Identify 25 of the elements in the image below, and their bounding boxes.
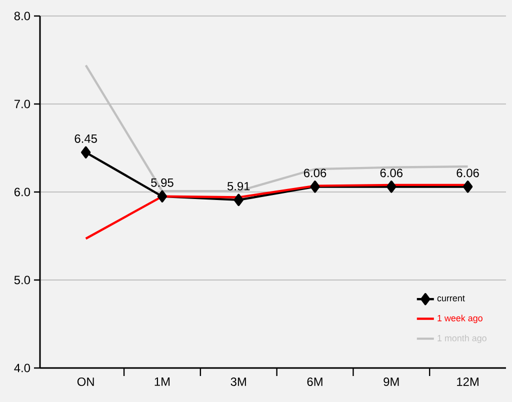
point: [386, 180, 396, 193]
point: [462, 180, 473, 193]
point: [80, 146, 91, 158]
point: [310, 180, 320, 193]
legend-label: current: [437, 295, 465, 302]
x-tick-label: 6M: [307, 378, 322, 386]
y-tick-label: 5.0: [14, 276, 30, 284]
y-tick-label: 8.0: [14, 12, 30, 20]
data-label: 5.95: [151, 178, 174, 187]
y-tick-label: 4.0: [14, 364, 30, 372]
data-label: 5.91: [227, 182, 250, 190]
x-tick-label: ON: [77, 378, 94, 386]
point: [157, 190, 168, 202]
legend-label: 1 week ago: [438, 314, 482, 324]
data-label: 6.06: [380, 168, 403, 178]
data-label: 6.06: [304, 168, 326, 178]
x-tick-label: 9M: [384, 378, 399, 386]
x-tick-label: 1M: [154, 378, 170, 386]
data-label: 6.45: [74, 134, 97, 143]
point: [234, 194, 244, 206]
y-tick-label: 6.0: [14, 188, 30, 196]
y-tick-label: 7.0: [14, 100, 30, 108]
x-tick-label: 3M: [230, 378, 246, 386]
x-tick-label: 12M: [457, 378, 478, 386]
data-label: 6.06: [456, 168, 479, 178]
